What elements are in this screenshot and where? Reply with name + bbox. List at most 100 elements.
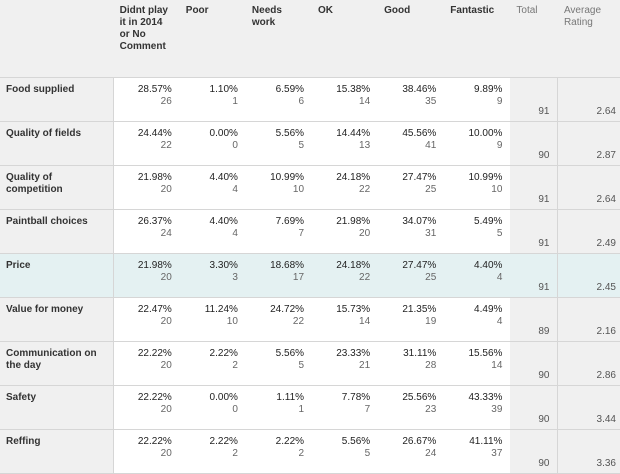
table-row: Value for money 22.47% 20 11.24% 10 24.72% 22 1… [0,297,620,342]
cell-percent: 0.00% [209,128,238,139]
cell-percent: 24.44% [137,128,172,139]
cell-count: 2 [298,448,305,459]
row-label: Safety [0,385,114,430]
table-cell: 21.98% 20 [113,253,180,298]
table-cell: 10.99% 10 [245,165,313,210]
cell-count: 14 [359,316,371,327]
table-cell: 22.47% 20 [113,297,180,342]
cell-count: 20 [160,316,172,327]
cell-percent: 11.24% [204,304,238,315]
cell-count: 3 [232,272,238,283]
row-total: 91 [510,77,558,122]
cell-count: 4 [232,228,238,239]
cell-percent: 2.22% [275,436,305,447]
cell-percent: 15.73% [336,304,371,315]
header-blank [0,0,114,78]
row-label: Paintball choices [0,209,114,254]
cell-count: 20 [160,448,172,459]
table-cell: 22.22% 20 [113,385,180,430]
table-cell: 18.68% 17 [245,253,313,298]
cell-count: 4 [232,184,238,195]
row-total: 90 [510,121,558,166]
table-row: Quality of competition 21.98% 20 4.40% 4 10.9… [0,165,620,210]
cell-count: 5 [496,228,503,239]
table-row: Food supplied 28.57% 26 1.10% 1 6.59% 6 15.38% 1… [0,77,620,122]
results-body: Food supplied 28.57% 26 1.10% 1 6.59% 6 15.38% 1… [0,77,620,474]
cell-percent: 7.78% [341,392,371,403]
cell-percent: 45.56% [402,128,437,139]
cell-count: 22 [359,184,371,195]
header-row: Didnt play it in 2014 or No Comment Poor… [0,0,620,78]
cell-count: 7 [298,228,305,239]
cell-percent: 0.00% [209,392,238,403]
header-needs-work: Needs work [245,0,313,78]
table-cell: 0.00% 0 [179,121,246,166]
table-cell: 3.30% 3 [179,253,246,298]
table-cell: 26.37% 24 [113,209,180,254]
cell-percent: 43.33% [468,392,503,403]
cell-percent: 22.22% [137,436,172,447]
cell-count: 10 [292,184,305,195]
row-label: Reffing [0,429,114,474]
table-cell: 43.33% 39 [444,385,511,430]
cell-percent: 21.98% [137,172,172,183]
cell-percent: 26.67% [402,436,437,447]
cell-percent: 5.56% [275,348,305,359]
cell-percent: 21.35% [402,304,437,315]
table-row: Quality of fields 24.44% 22 0.00% 0 5.56% 5 14.… [0,121,620,166]
cell-count: 20 [160,404,172,415]
cell-percent: 21.98% [336,216,371,227]
cell-percent: 10.99% [468,172,503,183]
header-ok: OK [312,0,379,78]
table-cell: 28.57% 26 [113,77,180,122]
table-cell: 14.44% 13 [312,121,379,166]
cell-percent: 26.37% [137,216,172,227]
cell-percent: 34.07% [402,216,437,227]
cell-percent: 41.11% [469,436,503,447]
cell-count: 10 [491,184,503,195]
cell-percent: 4.40% [209,216,238,227]
cell-percent: 10.00% [468,128,503,139]
cell-percent: 4.49% [474,304,503,315]
cell-percent: 18.68% [270,260,305,271]
header-poor: Poor [179,0,246,78]
row-average-rating: 2.64 [557,165,620,210]
table-cell: 26.67% 24 [378,429,445,474]
cell-count: 9 [496,140,503,151]
cell-count: 39 [491,404,503,415]
cell-percent: 31.11% [403,348,437,359]
cell-percent: 5.56% [275,128,305,139]
cell-count: 5 [298,360,305,371]
cell-count: 6 [298,96,305,107]
cell-count: 0 [232,404,238,415]
table-cell: 5.56% 5 [245,121,313,166]
row-average-rating: 2.86 [557,341,620,386]
cell-percent: 2.22% [209,436,238,447]
table-cell: 21.98% 20 [113,165,180,210]
cell-count: 22 [292,316,305,327]
cell-percent: 10.99% [270,172,305,183]
cell-count: 5 [364,448,371,459]
table-cell: 21.98% 20 [312,209,379,254]
cell-percent: 22.22% [137,392,172,403]
row-total: 91 [510,165,558,210]
header-fantastic: Fantastic [444,0,511,78]
table-row: Paintball choices 26.37% 24 4.40% 4 7.69% 7 21.… [0,209,620,254]
cell-count: 1 [298,404,305,415]
table-cell: 25.56% 23 [378,385,445,430]
cell-percent: 27.47% [402,260,437,271]
cell-count: 4 [496,272,503,283]
cell-percent: 22.22% [137,348,172,359]
header-average-rating: Average Rating [557,0,620,78]
table-cell: 31.11% 28 [378,341,445,386]
table-cell: 2.22% 2 [245,429,313,474]
table-cell: 24.18% 22 [312,165,379,210]
row-average-rating: 2.16 [557,297,620,342]
cell-count: 2 [232,360,238,371]
table-cell: 9.89% 9 [444,77,511,122]
cell-count: 0 [232,140,238,151]
cell-count: 20 [160,272,172,283]
table-cell: 24.44% 22 [113,121,180,166]
table-cell: 24.72% 22 [245,297,313,342]
